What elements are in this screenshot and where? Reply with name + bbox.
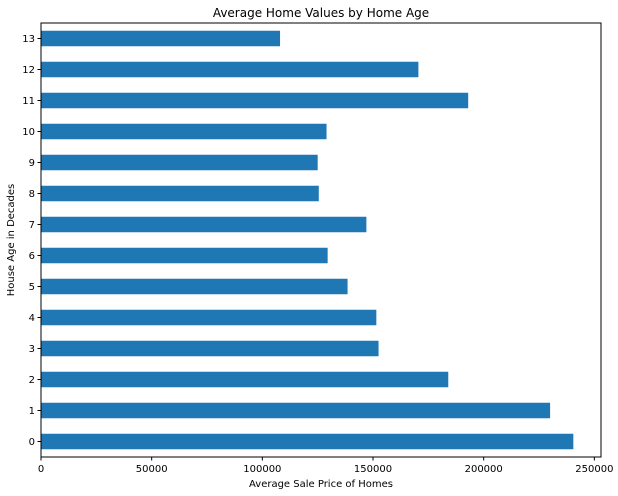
y-tick-label: 10 (22, 127, 35, 138)
y-axis-title: House Age in Decades (6, 184, 17, 297)
bar-7 (41, 216, 367, 233)
x-tick-label: 50000 (136, 464, 168, 475)
bar-6 (41, 247, 328, 264)
y-tick-label: 1 (29, 406, 35, 417)
y-tick-label: 0 (29, 437, 35, 448)
y-tick-label: 12 (22, 65, 35, 76)
bar-3 (41, 340, 379, 357)
chart-title: Average Home Values by Home Age (213, 6, 429, 20)
bar-5 (41, 278, 348, 295)
bar-1 (41, 402, 551, 419)
bar-4 (41, 309, 377, 326)
y-tick-label: 7 (29, 220, 35, 231)
y-tick-label: 5 (29, 282, 35, 293)
bar-2 (41, 371, 449, 388)
bar-13 (41, 30, 281, 47)
bar-8 (41, 185, 319, 202)
bars (41, 30, 574, 450)
bar-0 (41, 433, 574, 450)
y-tick-label: 9 (29, 158, 35, 169)
y-tick-label: 6 (29, 251, 35, 262)
x-tick-label: 0 (38, 464, 44, 475)
x-tick-label: 200000 (465, 464, 503, 475)
bar-10 (41, 123, 327, 140)
x-tick-label: 150000 (354, 464, 392, 475)
bar-9 (41, 154, 318, 171)
y-tick-label: 4 (29, 313, 35, 324)
y-tick-label: 13 (22, 34, 35, 45)
y-tick-label: 3 (29, 344, 35, 355)
x-axis-title: Average Sale Price of Homes (249, 479, 393, 490)
plot-frame (40, 22, 602, 458)
bar-12 (41, 61, 419, 78)
x-axis-ticks: 0 50000 100000 150000 200000 250000 (38, 457, 613, 475)
y-tick-label: 8 (29, 189, 35, 200)
x-tick-label: 250000 (575, 464, 613, 475)
axes (40, 22, 602, 458)
bar-11 (41, 92, 469, 109)
y-tick-label: 2 (29, 375, 35, 386)
x-tick-label: 100000 (243, 464, 281, 475)
y-tick-label: 11 (22, 96, 35, 107)
